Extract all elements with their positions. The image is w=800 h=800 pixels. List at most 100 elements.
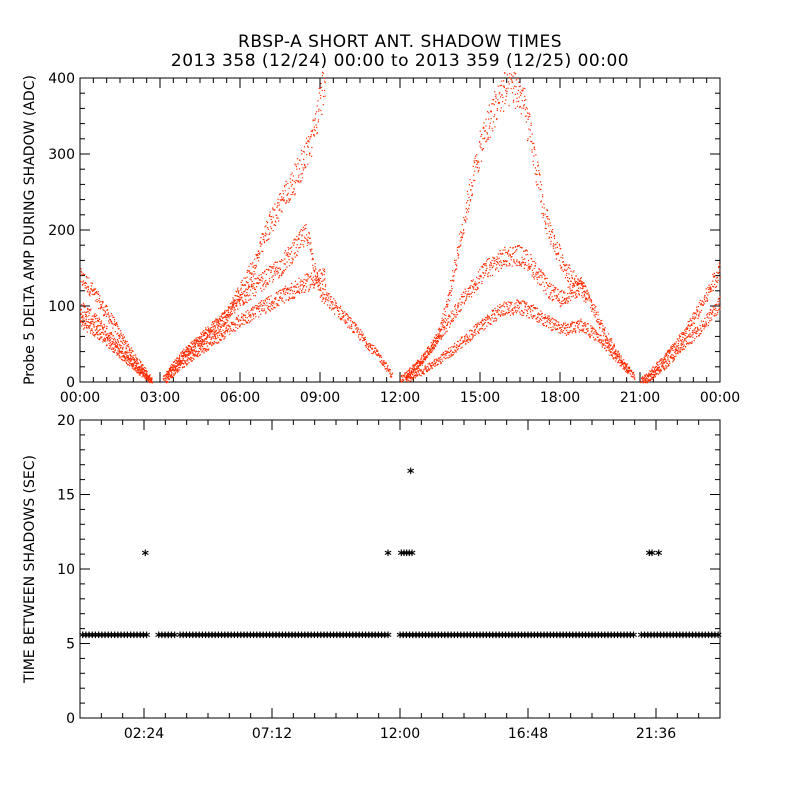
data-point bbox=[141, 376, 143, 378]
data-point bbox=[112, 351, 114, 353]
data-point bbox=[123, 344, 125, 346]
data-point bbox=[483, 127, 485, 129]
data-point bbox=[407, 376, 409, 378]
data-point bbox=[199, 354, 201, 356]
data-point bbox=[467, 341, 469, 343]
data-point bbox=[494, 114, 496, 116]
data-point bbox=[551, 321, 553, 323]
data-point bbox=[431, 344, 434, 346]
data-point bbox=[467, 200, 469, 202]
data-point bbox=[299, 288, 301, 290]
data-point bbox=[502, 315, 504, 317]
data-point bbox=[165, 376, 168, 378]
data-point bbox=[595, 311, 597, 313]
data-point bbox=[552, 247, 555, 249]
data-point bbox=[238, 292, 240, 294]
data-point bbox=[380, 356, 383, 358]
data-point bbox=[85, 282, 87, 284]
data-point bbox=[547, 317, 549, 319]
data-point bbox=[269, 305, 271, 308]
data-point bbox=[462, 234, 464, 236]
data-point bbox=[556, 295, 558, 297]
data-point bbox=[399, 378, 402, 381]
data-point bbox=[96, 327, 98, 329]
data-point bbox=[486, 140, 488, 142]
data-point bbox=[457, 255, 459, 257]
data-point bbox=[125, 361, 127, 363]
data-point bbox=[626, 368, 628, 371]
data-point bbox=[87, 321, 89, 323]
data-point bbox=[104, 330, 106, 332]
data-point bbox=[449, 316, 451, 318]
data-point bbox=[166, 370, 168, 373]
data-point bbox=[574, 284, 576, 287]
data-point bbox=[279, 193, 281, 195]
data-point bbox=[190, 348, 192, 350]
data-point bbox=[593, 339, 595, 341]
data-point bbox=[644, 374, 646, 376]
data-point bbox=[466, 296, 468, 298]
data-point bbox=[176, 357, 178, 359]
data-point bbox=[323, 297, 325, 299]
data-point bbox=[576, 321, 578, 323]
data-point bbox=[525, 106, 527, 108]
data-point bbox=[527, 312, 529, 314]
data-point bbox=[85, 322, 87, 324]
data-point bbox=[428, 369, 430, 372]
data-point bbox=[335, 305, 337, 307]
data-point bbox=[109, 337, 111, 339]
data-point bbox=[520, 303, 522, 305]
data-point bbox=[170, 374, 172, 376]
data-point bbox=[227, 311, 229, 314]
data-point bbox=[217, 337, 219, 339]
data-point bbox=[505, 260, 507, 262]
data-point bbox=[586, 328, 588, 331]
data-point bbox=[452, 351, 454, 353]
data-point bbox=[595, 339, 597, 341]
data-point bbox=[217, 318, 219, 320]
data-point bbox=[598, 318, 600, 320]
data-point bbox=[564, 300, 567, 302]
data-point bbox=[530, 314, 532, 316]
data-point bbox=[446, 319, 448, 321]
data-point bbox=[581, 283, 583, 285]
data-point bbox=[128, 351, 130, 354]
data-point bbox=[258, 302, 260, 304]
data-point bbox=[224, 331, 227, 333]
data-point bbox=[102, 329, 104, 331]
data-point bbox=[210, 339, 212, 341]
data-point bbox=[88, 277, 90, 279]
data-point bbox=[420, 359, 422, 361]
data-point bbox=[279, 296, 281, 298]
data-point bbox=[100, 323, 102, 325]
data-point bbox=[460, 236, 462, 239]
x-tick-label: 00:00 bbox=[60, 390, 100, 406]
data-point bbox=[206, 333, 208, 335]
data-point bbox=[183, 354, 185, 356]
data-point bbox=[164, 375, 166, 377]
data-point bbox=[607, 342, 609, 344]
data-point bbox=[475, 155, 477, 157]
data-point bbox=[275, 303, 277, 305]
data-point bbox=[88, 325, 90, 327]
data-point bbox=[359, 339, 361, 341]
data-point bbox=[112, 327, 114, 329]
data-point bbox=[500, 107, 502, 109]
data-point bbox=[564, 292, 566, 294]
data-point bbox=[301, 163, 303, 166]
data-point bbox=[215, 330, 217, 332]
data-point bbox=[197, 355, 199, 358]
data-point bbox=[577, 282, 579, 284]
data-point bbox=[369, 344, 371, 347]
data-point bbox=[573, 322, 576, 324]
data-point bbox=[221, 316, 223, 318]
data-point bbox=[264, 270, 266, 272]
data-point bbox=[475, 285, 477, 287]
data-point bbox=[132, 364, 134, 366]
data-point bbox=[223, 324, 225, 326]
data-point bbox=[118, 352, 120, 354]
data-point bbox=[188, 352, 190, 354]
data-point bbox=[292, 296, 294, 298]
data-point bbox=[195, 354, 197, 356]
data-point bbox=[561, 289, 563, 291]
